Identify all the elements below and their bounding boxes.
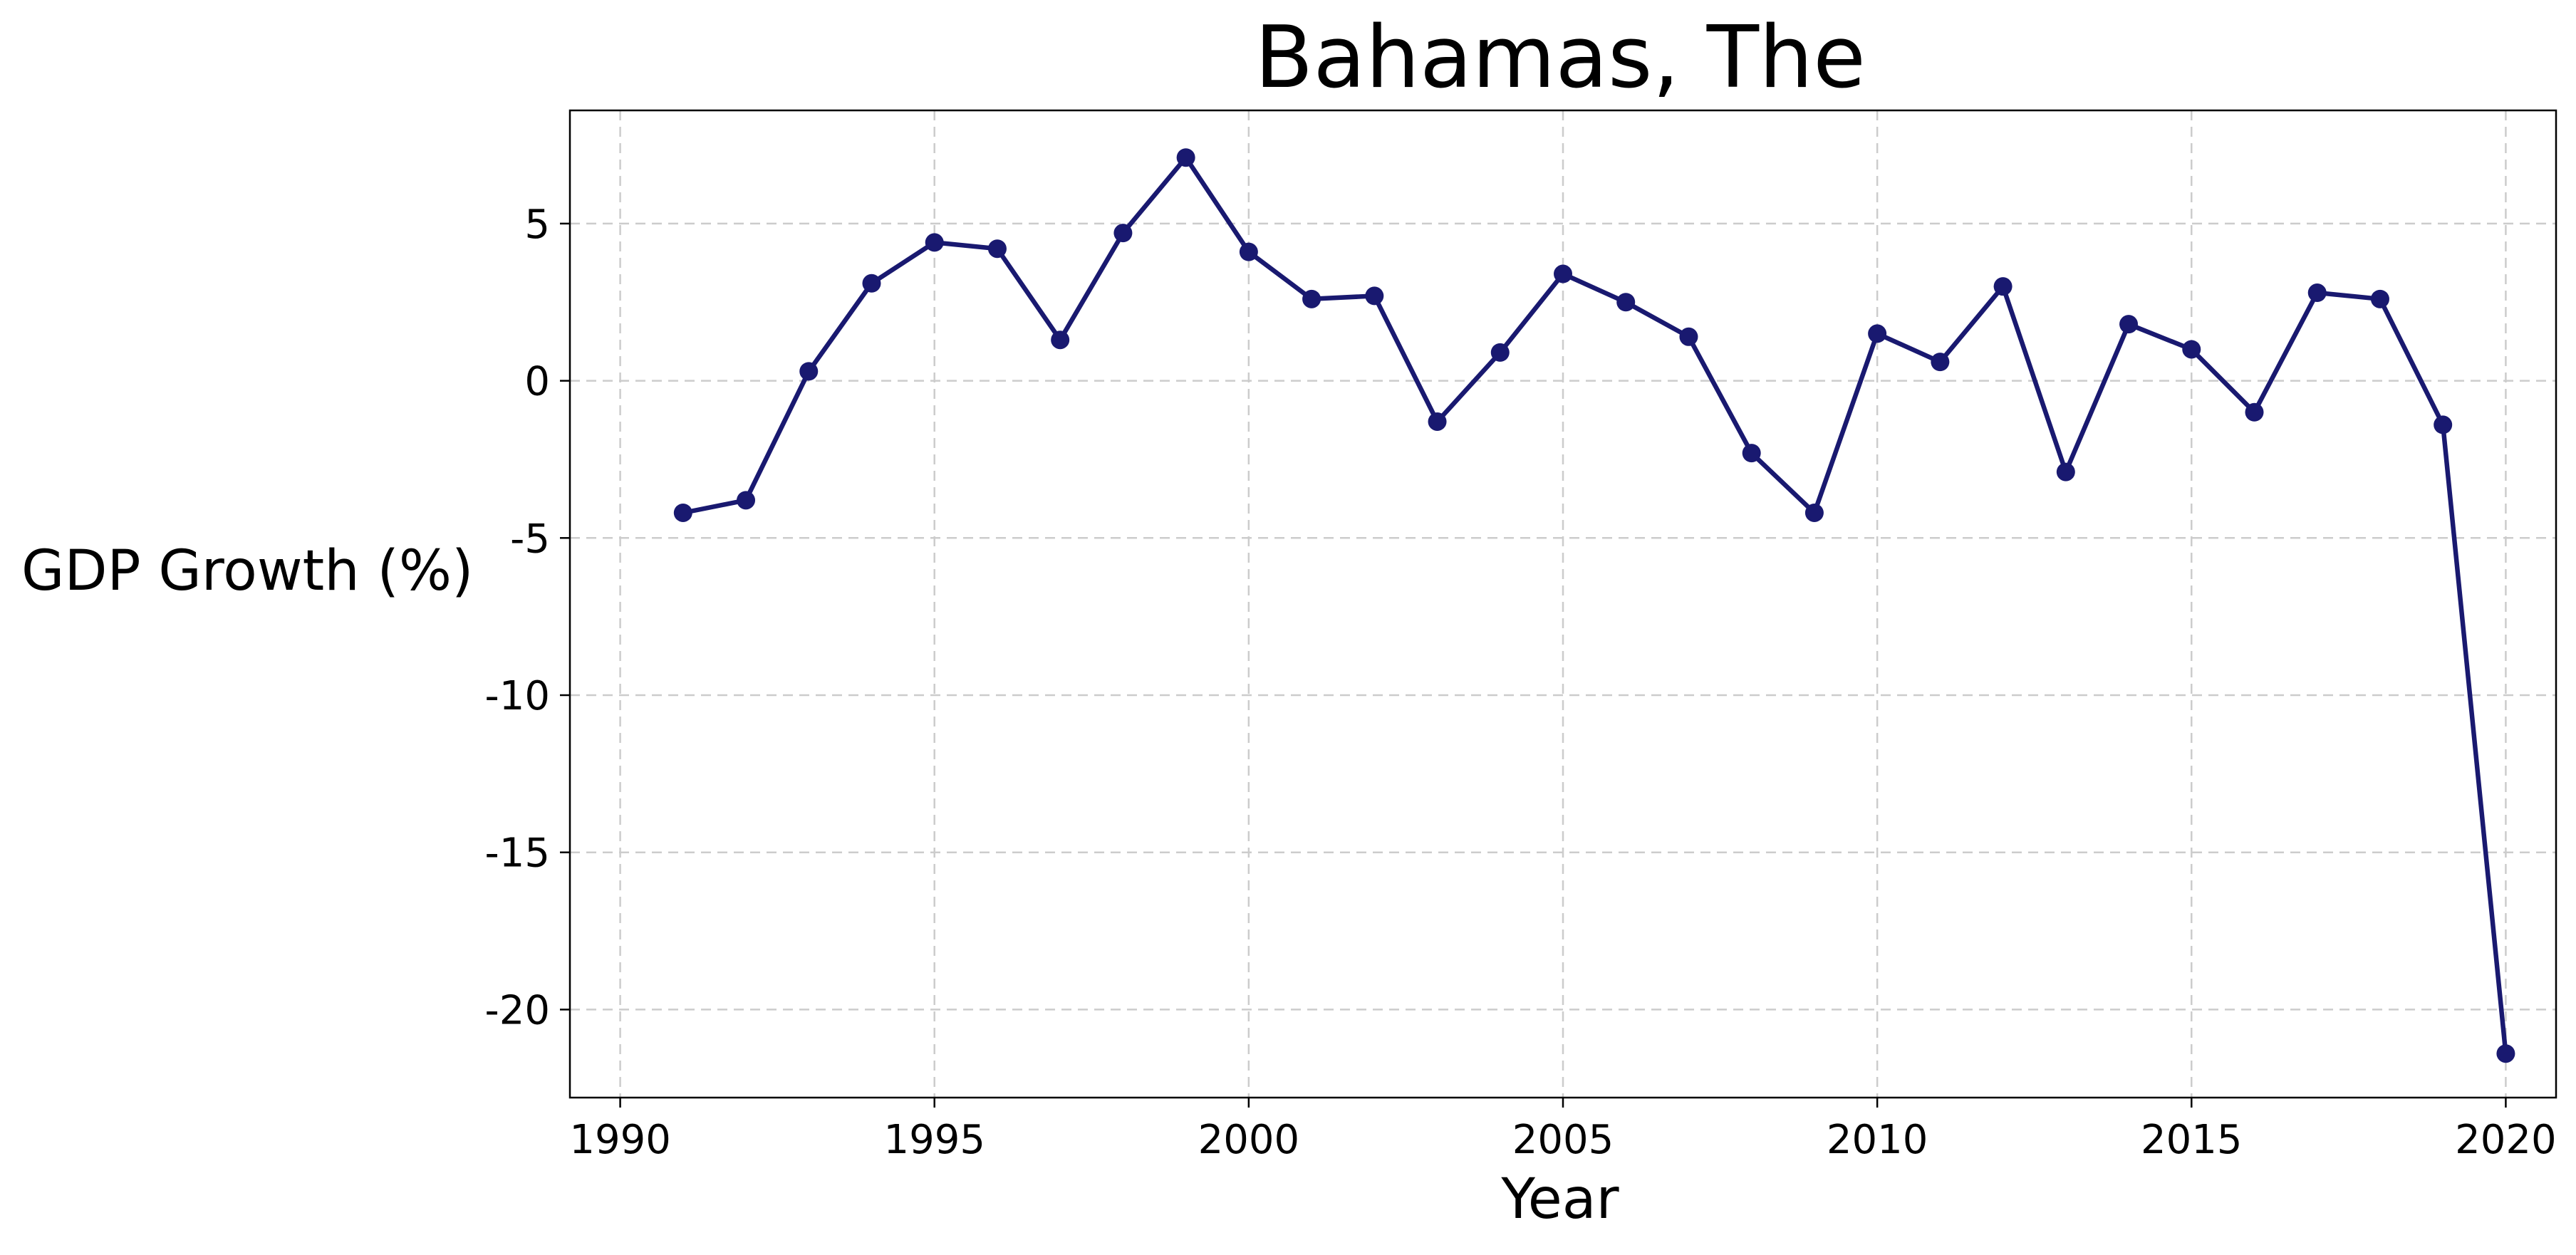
data-point [1679, 327, 1698, 346]
data-point [2307, 283, 2327, 303]
data-point [2245, 402, 2264, 422]
x-tick-label: 2000 [1198, 1117, 1300, 1163]
x-tick-label: 1990 [569, 1117, 671, 1163]
x-tick-label: 2005 [1512, 1117, 1614, 1163]
data-point [2119, 315, 2139, 334]
y-tick-label: -15 [485, 830, 550, 877]
x-tick-label: 2010 [1827, 1117, 1928, 1163]
y-tick-label: -20 [485, 987, 550, 1033]
y-tick-label: 5 [524, 202, 550, 248]
data-point [1428, 412, 1447, 431]
y-axis-label: GDP Growth (%) [21, 539, 473, 603]
data-point [799, 362, 819, 381]
data-point [1302, 289, 1321, 308]
data-point [2434, 415, 2453, 434]
x-tick-label: 2020 [2455, 1117, 2557, 1163]
data-point [862, 274, 881, 293]
data-point [1365, 286, 1384, 306]
data-point [737, 491, 756, 510]
data-point [1616, 293, 1636, 312]
data-point [1742, 444, 1761, 463]
chart-title: Bahamas, The [1255, 9, 1866, 108]
series-layer [673, 148, 2515, 1063]
y-tick-label: 0 [524, 359, 550, 405]
x-tick-label: 1995 [883, 1117, 985, 1163]
data-point [1176, 148, 1195, 167]
grid [570, 110, 2556, 1098]
y-tick-label: -10 [485, 673, 550, 719]
data-point [987, 239, 1007, 259]
data-point [1490, 343, 1510, 362]
data-point [673, 503, 692, 522]
data-point [2182, 340, 2201, 359]
axis-ticks: 1990 1995 2000 2005 2010 2015 2020 5 0 -5 -10 -15 -2… [485, 202, 2557, 1163]
data-point [1993, 277, 2012, 296]
data-point [1554, 264, 1572, 283]
series-line [682, 155, 2508, 1054]
data-point [1113, 224, 1133, 243]
x-axis-label: Year [1500, 1167, 1619, 1231]
data-point [925, 233, 944, 252]
x-tick-label: 2015 [2141, 1117, 2243, 1163]
y-tick-label: -5 [510, 516, 550, 562]
data-point [1239, 242, 1258, 261]
data-point [2370, 289, 2389, 308]
data-point [2056, 462, 2075, 481]
data-point [2496, 1044, 2515, 1063]
data-point [1804, 503, 1824, 522]
data-point [1868, 324, 1887, 343]
data-point [1051, 330, 1070, 350]
data-point [1931, 353, 1950, 372]
